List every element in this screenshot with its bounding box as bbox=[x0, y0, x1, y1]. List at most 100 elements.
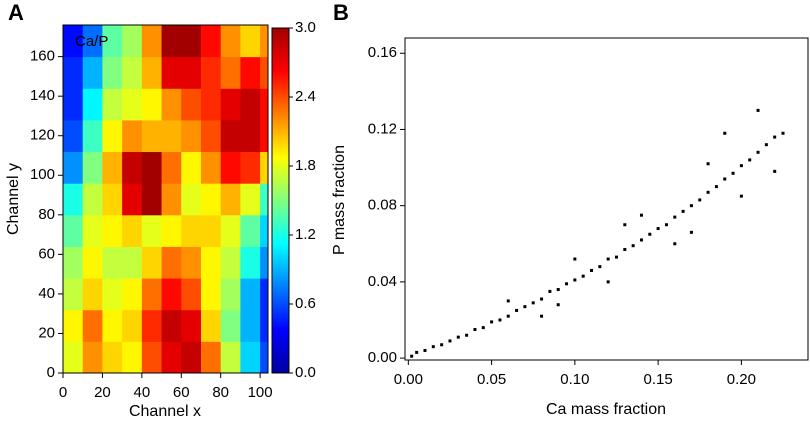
heat-cell bbox=[63, 119, 84, 153]
heat-cell bbox=[181, 151, 202, 184]
heat-cell bbox=[63, 56, 84, 89]
heat-cell bbox=[181, 183, 202, 216]
point bbox=[573, 257, 577, 261]
x-tick-label: 0.00 bbox=[394, 371, 423, 388]
heat-cell bbox=[220, 214, 241, 247]
point bbox=[431, 345, 435, 349]
heat-cell bbox=[141, 183, 163, 216]
heat-cell bbox=[102, 151, 123, 184]
panel-label: B bbox=[333, 0, 349, 25]
y-tick-label: 160 bbox=[30, 48, 55, 65]
point bbox=[573, 278, 577, 282]
heat-cell bbox=[122, 119, 143, 153]
heat-cell bbox=[82, 246, 103, 279]
heat-cell bbox=[141, 341, 163, 374]
y-tick-label: 0.04 bbox=[368, 273, 397, 290]
heat-cell bbox=[122, 56, 143, 89]
heat-cell bbox=[161, 25, 182, 58]
heat-cell bbox=[161, 183, 182, 216]
heat-cell bbox=[161, 246, 182, 279]
heat-cell bbox=[220, 246, 241, 279]
heat-cell bbox=[240, 88, 261, 121]
point bbox=[606, 280, 610, 284]
point bbox=[673, 215, 677, 219]
heat-cell bbox=[122, 25, 143, 58]
y-tick-label: 60 bbox=[38, 245, 55, 262]
heat-cell bbox=[200, 88, 222, 121]
y-tick-label: 120 bbox=[30, 127, 55, 144]
heat-cell bbox=[141, 88, 163, 121]
heat-cell bbox=[161, 88, 182, 121]
heat-cell bbox=[102, 278, 123, 311]
heat-cell bbox=[220, 183, 241, 216]
point bbox=[465, 333, 469, 337]
point bbox=[531, 301, 535, 305]
colorbar-tick-label: 2.4 bbox=[295, 88, 316, 105]
heat-cell bbox=[200, 119, 222, 153]
heat-cell bbox=[82, 25, 103, 58]
heat-cell bbox=[122, 151, 143, 184]
point bbox=[698, 198, 702, 202]
colorbar-tick-label: 1.8 bbox=[295, 157, 316, 174]
heat-cell bbox=[122, 278, 143, 311]
heat-cell bbox=[200, 341, 222, 374]
x-tick-label: 60 bbox=[173, 384, 190, 401]
heat-cell bbox=[122, 214, 143, 247]
x-tick-label: 0 bbox=[59, 384, 67, 401]
heat-cell bbox=[220, 119, 241, 153]
heat-cell bbox=[181, 214, 202, 247]
point bbox=[440, 343, 444, 347]
heat-cell bbox=[260, 56, 269, 89]
point bbox=[423, 348, 427, 352]
colorbar-tick-label: 1.2 bbox=[295, 226, 316, 243]
heat-cell bbox=[141, 246, 163, 279]
heat-cell bbox=[240, 151, 261, 184]
y-tick-label: 0.16 bbox=[368, 44, 397, 61]
point bbox=[598, 265, 602, 269]
point bbox=[456, 335, 460, 339]
point bbox=[748, 158, 752, 162]
point bbox=[448, 339, 452, 343]
heat-cell bbox=[102, 119, 123, 153]
heat-cell bbox=[82, 278, 103, 311]
point bbox=[556, 288, 560, 292]
heat-cell bbox=[102, 341, 123, 374]
colorbar-tick-label: 3.0 bbox=[295, 19, 316, 36]
y-tick-label: 140 bbox=[30, 87, 55, 104]
point bbox=[781, 131, 785, 135]
x-tick-label: 0.10 bbox=[560, 371, 589, 388]
heat-cell bbox=[240, 278, 261, 311]
heat-cell bbox=[200, 183, 222, 216]
point bbox=[723, 131, 727, 135]
heat-cell bbox=[82, 309, 103, 342]
heat-cell bbox=[63, 25, 84, 58]
heat-cell bbox=[220, 56, 241, 89]
heat-cell bbox=[82, 341, 103, 374]
heat-cell bbox=[161, 119, 182, 153]
x-axis-label: Ca mass fraction bbox=[546, 401, 666, 418]
x-tick-label: 100 bbox=[248, 384, 273, 401]
x-tick-label: 40 bbox=[134, 384, 151, 401]
heat-cell bbox=[82, 214, 103, 247]
x-tick-label: 80 bbox=[212, 384, 229, 401]
heat-cell bbox=[82, 88, 103, 121]
heat-cell bbox=[161, 151, 182, 184]
heat-cell bbox=[102, 25, 123, 58]
heat-cell bbox=[220, 309, 241, 342]
y-tick-label: 0.12 bbox=[368, 120, 397, 137]
point bbox=[614, 255, 618, 259]
heat-cell bbox=[82, 119, 103, 153]
heat-cell bbox=[200, 214, 222, 247]
heat-cell bbox=[220, 151, 241, 184]
heat-cell bbox=[141, 309, 163, 342]
heat-cell bbox=[200, 56, 222, 89]
heat-cell bbox=[102, 56, 123, 89]
point bbox=[689, 204, 693, 208]
heat-cell bbox=[141, 25, 163, 58]
heat-cell bbox=[63, 151, 84, 184]
heat-cell bbox=[240, 309, 261, 342]
point bbox=[540, 314, 544, 318]
heat-cell bbox=[161, 56, 182, 89]
x-tick-label: 0.15 bbox=[644, 371, 673, 388]
heat-cell bbox=[260, 278, 269, 311]
